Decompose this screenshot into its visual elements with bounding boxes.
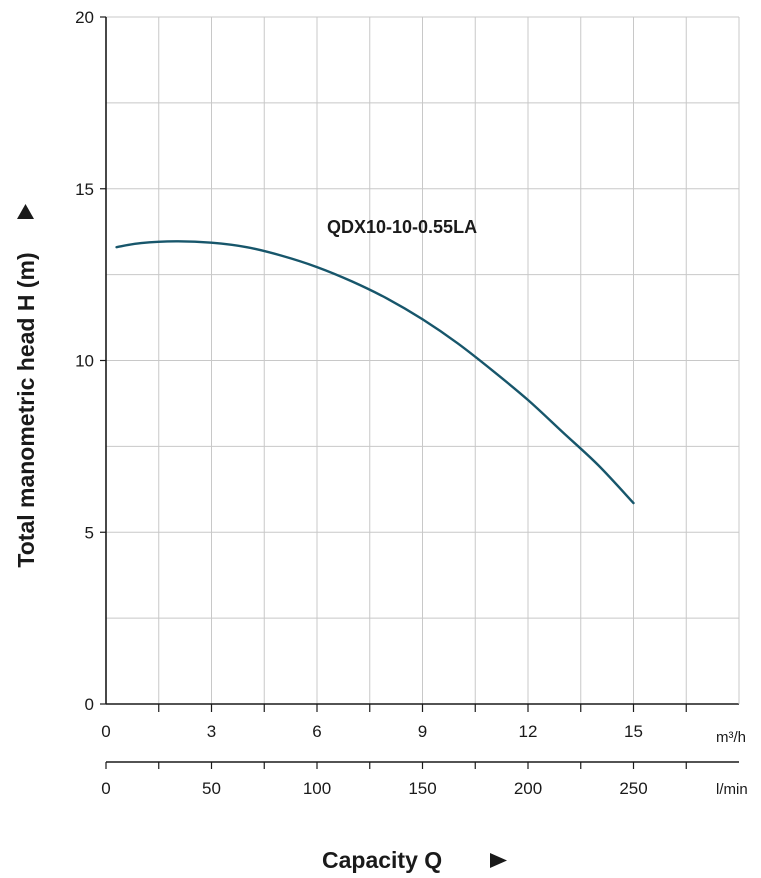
series <box>115 240 635 505</box>
secondary-x-tick-label: 50 <box>202 779 221 798</box>
secondary-x-tick-label: 250 <box>619 779 647 798</box>
x-axis-arrow-icon <box>490 853 507 868</box>
x-tick-label: 15 <box>624 722 643 741</box>
x-tick-label: 9 <box>418 722 427 741</box>
series-label: QDX10-10-0.55LA <box>327 217 477 237</box>
y-tick-label: 0 <box>85 695 94 714</box>
y-tick-label: 20 <box>75 8 94 27</box>
x-axis-title: Capacity Q <box>322 847 442 873</box>
x-unit-label: m³/h <box>716 729 746 746</box>
grid <box>106 16 739 704</box>
secondary-x-tick-label: 100 <box>303 779 331 798</box>
secondary-x-tick-label: 200 <box>514 779 542 798</box>
x-tick-label: 12 <box>519 722 538 741</box>
secondary-x-tick-label: 0 <box>101 779 110 798</box>
y-tick-label: 10 <box>75 352 94 371</box>
y-tick-label: 15 <box>75 180 94 199</box>
secondary-x-tick-label: 150 <box>408 779 436 798</box>
series-line <box>115 240 635 505</box>
y-tick-label: 5 <box>85 523 94 542</box>
secondary-x-unit-label: l/min <box>716 781 748 798</box>
x-tick-label: 0 <box>101 722 110 741</box>
y-axis-title: Total manometric head H (m) <box>13 252 39 567</box>
x-tick-label: 3 <box>207 722 216 741</box>
x-tick-label: 6 <box>312 722 321 741</box>
y-axis-arrow-icon <box>17 204 34 219</box>
axes <box>100 16 740 769</box>
